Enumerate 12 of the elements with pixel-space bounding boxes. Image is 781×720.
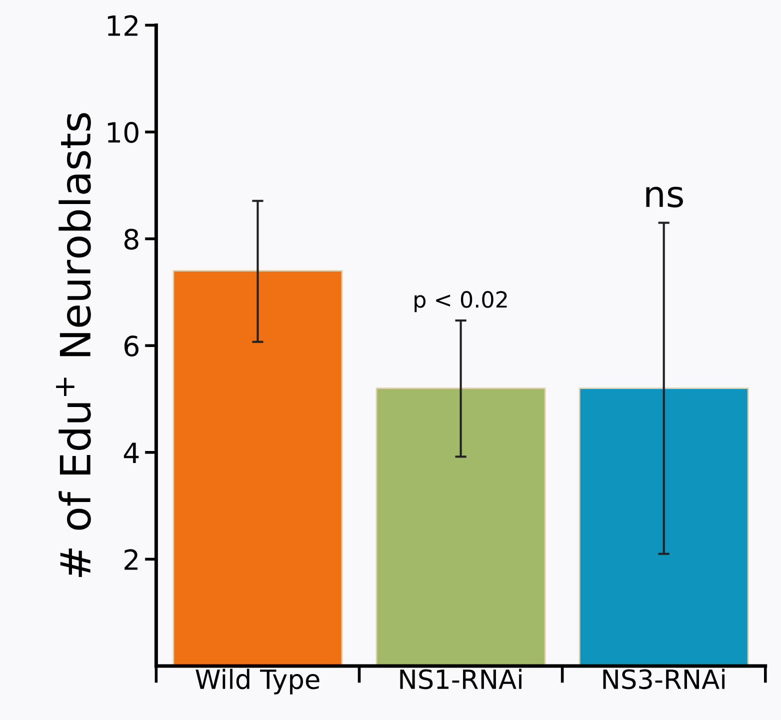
y-tick-label: 8 (124, 228, 138, 250)
x-tick-label: NS1-RNAi (400, 668, 522, 690)
y-tick-label: 4 (124, 442, 139, 463)
x-tick-label: Wild Type (196, 668, 320, 694)
y-tick-label: 6 (124, 336, 138, 357)
x-tick-label: NS3-RNAi (603, 668, 725, 690)
y-tick-label: 10 (108, 122, 138, 143)
y-axis-title: # of Edu$^{+}$ Neuroblasts (56, 113, 91, 577)
y-tick-label: 12 (108, 15, 138, 36)
annotation: ns (646, 186, 683, 208)
annotation: p < 0.02 (414, 291, 507, 312)
y-tick-label: 2 (124, 549, 138, 570)
